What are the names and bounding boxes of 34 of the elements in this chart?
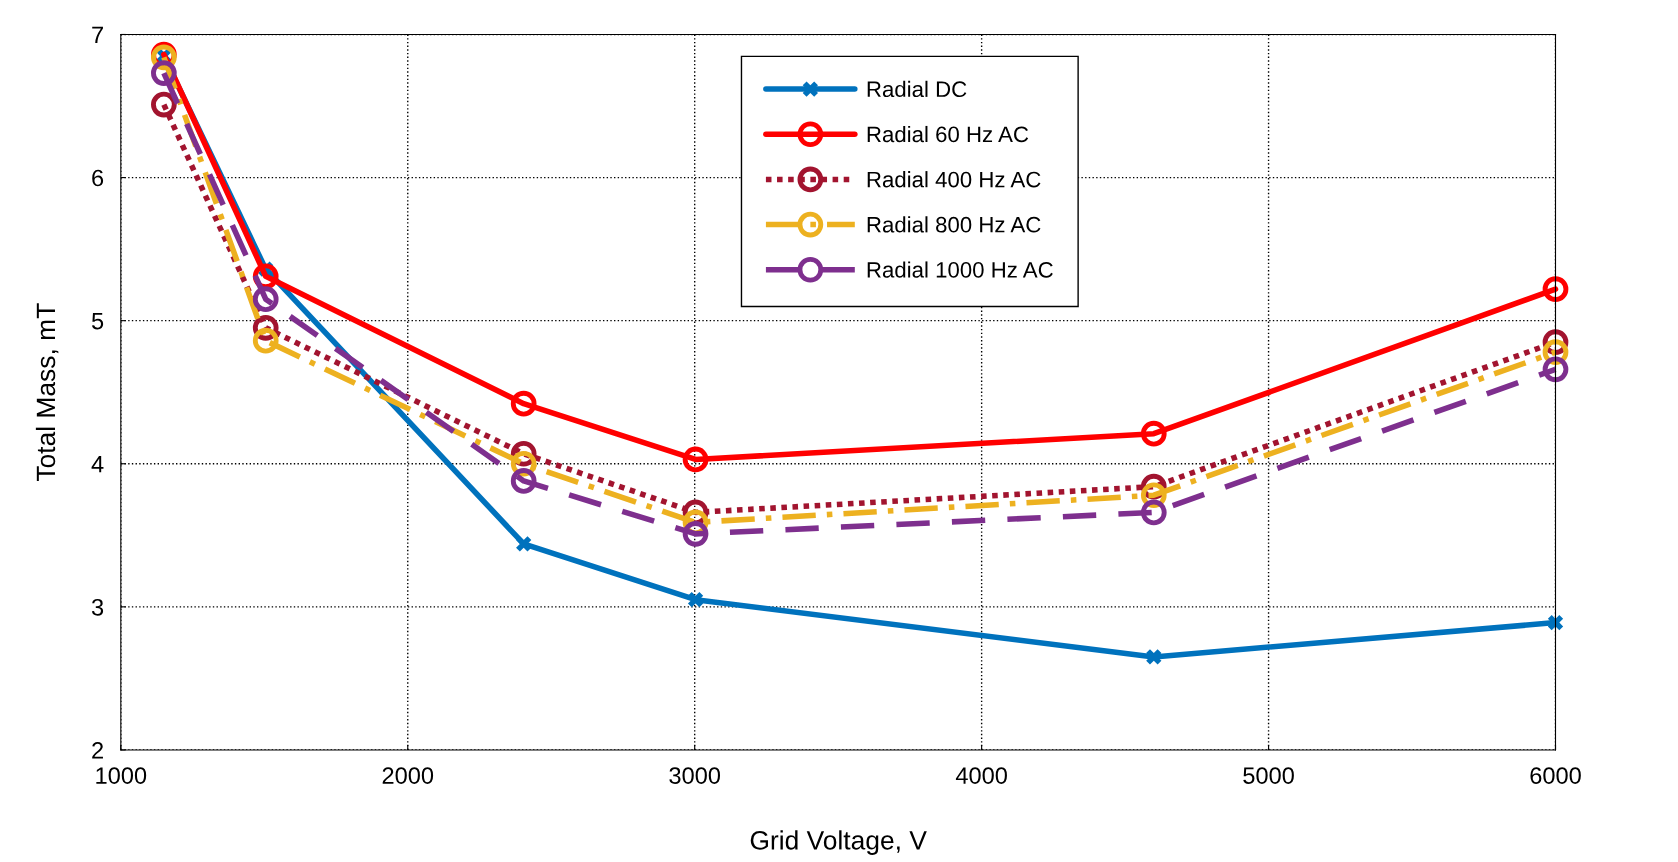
point [1542,276,1569,303]
x-tick-label: 2000 [382,767,434,784]
point [516,536,532,552]
x-tick-label: 1000 [96,767,147,784]
legend-label: Radial DC [867,80,967,98]
x-tick-label: 6000 [1530,767,1581,784]
y-tick-label: 4 [91,456,104,473]
y-tick-label: 7 [92,26,103,44]
x-axis-title: Grid Voltage, V [750,830,927,855]
point [687,592,704,608]
point [1140,499,1167,526]
y-tick-label: 6 [92,169,104,187]
legend-label: Radial 1000 Hz AC [867,261,1053,278]
legend-label: Radial 60 Hz AC [867,125,1029,143]
legend-label: Radial 800 Hz AC [867,216,1041,233]
x-tick-label: 3000 [669,767,721,784]
point [510,468,537,494]
point [682,446,709,473]
point [510,390,537,417]
point [1542,356,1569,383]
point [151,91,177,118]
point [252,286,279,313]
x-tick-label: 4000 [955,767,1007,784]
point [682,521,709,547]
legend-label: Radial 400 Hz AC [867,171,1041,188]
point [1146,649,1162,665]
x-tick-label: 5000 [1243,767,1294,784]
y-tick-label: 3 [91,598,104,616]
point [1140,420,1167,447]
point [252,327,279,354]
y-tick-label: 2 [92,742,103,759]
y-axis-title: Total Mass, mT [35,303,59,482]
y-tick-label: 5 [91,312,104,330]
point [151,60,177,86]
